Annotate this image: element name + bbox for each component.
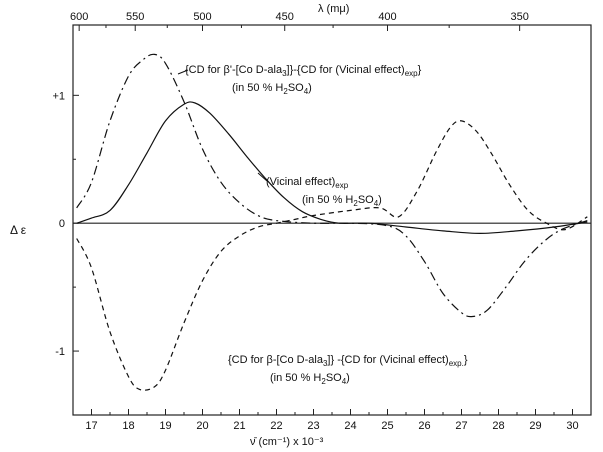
x-tick-label: 23 [307, 420, 319, 432]
x-tick-label: 29 [529, 420, 541, 432]
annotation-beta-prime-line1: {CD for β'-[Co D-ala3]}-{CD for (Vicinal… [185, 64, 422, 79]
top-tick-label: 500 [193, 11, 211, 23]
series-beta-prime-dashdot [76, 53, 588, 318]
annotation-beta-prime-line2: (in 50 % H2SO4) [232, 82, 312, 97]
annotation-pointer-vicinal [257, 172, 268, 182]
top-tick-label: 600 [70, 11, 88, 23]
x-axis-title: ν̄ (cm⁻¹) x 10⁻³ [250, 436, 324, 448]
annotation-beta-line2: (in 50 % H2SO4) [270, 372, 350, 387]
x-tick-label: 26 [418, 420, 430, 432]
x-tick-label: 25 [381, 420, 393, 432]
y-tick-label: -1 [55, 346, 65, 358]
x-tick-label: 21 [233, 420, 245, 432]
x-tick-label: 20 [196, 420, 208, 432]
series-beta-dashed [76, 120, 588, 391]
x-tick-label: 22 [270, 420, 282, 432]
annotation-pointer-beta-prime [177, 69, 189, 75]
top-tick-label: 350 [510, 11, 528, 23]
top-tick-label: 550 [126, 11, 144, 23]
y-tick-label: 0 [59, 218, 65, 230]
x-tick-label: 17 [85, 420, 97, 432]
top-tick-label: 450 [276, 11, 294, 23]
annotation-beta-line1: {CD for β-[Co D-ala3]} -{CD for (Vicinal… [228, 354, 468, 369]
x-tick-label: 27 [455, 420, 467, 432]
y-tick-label: +1 [52, 90, 65, 102]
x-tick-label: 19 [159, 420, 171, 432]
x-tick-label: 18 [122, 420, 134, 432]
x-tick-label: 24 [344, 420, 356, 432]
y-axis-title: Δ ε [10, 223, 27, 237]
series-vicinal-effect-solid [76, 101, 588, 235]
x-tick-label: 30 [566, 420, 578, 432]
x-tick-label: 28 [492, 420, 504, 432]
annotation-vicinal-line2: (in 50 % H2SO4) [302, 194, 382, 209]
top-tick-label: 400 [378, 11, 396, 23]
top-axis-title: λ (mμ) [318, 3, 350, 15]
annotation-vicinal-line1: (Vicinal effect)exp [266, 176, 349, 191]
